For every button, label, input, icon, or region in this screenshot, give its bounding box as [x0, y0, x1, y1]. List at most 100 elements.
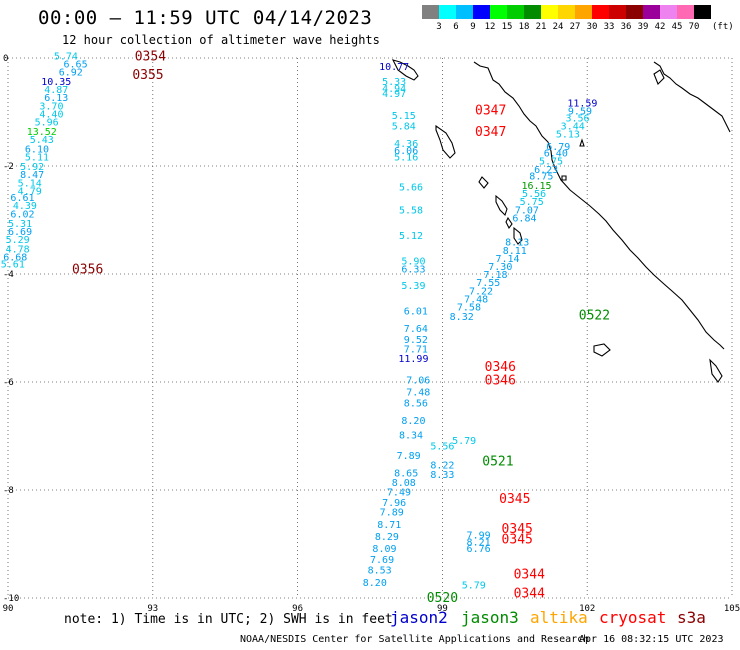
lat-tick-label: 0 [3, 54, 8, 64]
swh-value: 7.89 [397, 451, 421, 462]
swh-value: 7.18 [483, 270, 507, 281]
enggano-coastline [593, 343, 611, 357]
swh-value: 5.31 [8, 219, 32, 230]
swh-value: 5.79 [462, 581, 486, 592]
swh-value: 7.06 [406, 375, 430, 386]
swh-value: 8.11 [503, 246, 527, 257]
colorbar-label: 39 [637, 22, 649, 32]
swh-value: 11.99 [398, 354, 428, 365]
swh-points: 5.746.656.9210.354.876.133.704.405.9613.… [1, 51, 598, 591]
swh-value: 9.52 [404, 335, 428, 346]
note-text: note: 1) Time is in UTC; 2) SWH is in fe… [64, 612, 393, 627]
colorbar-swatch [609, 5, 626, 19]
swh-value: 6.68 [3, 253, 27, 264]
legend-s3a: s3a [677, 608, 706, 627]
swh-value: 5.61 [1, 259, 25, 270]
colorbar-swatch [694, 5, 711, 19]
swh-value: 6.40 [544, 149, 568, 160]
swh-value: 11.59 [567, 99, 597, 110]
swh-value: 7.71 [404, 344, 428, 355]
colorbar-unit: (ft) [712, 22, 734, 32]
swh-value: 5.16 [394, 153, 418, 164]
swh-value: 6.92 [59, 68, 83, 79]
sumatra-coastline [473, 61, 725, 350]
legend-cryosat: cryosat [599, 608, 667, 627]
pass-time-label: 0356 [72, 263, 103, 278]
swh-value: 6.10 [25, 145, 49, 156]
swh-value: 10.77 [379, 62, 409, 73]
swh-value: 5.90 [401, 257, 425, 268]
swh-value: 8.56 [404, 398, 428, 409]
swh-value: 3.70 [39, 101, 63, 112]
swh-value: 6.69 [8, 227, 32, 238]
swh-value: 5.29 [6, 235, 30, 246]
swh-value: 4.39 [13, 201, 37, 212]
grid-lines [7, 57, 733, 599]
pagai-coastline [513, 226, 523, 245]
colorbar-label: 70 [688, 22, 700, 32]
lat-tick-label: -6 [3, 378, 14, 388]
colorbar-swatch [677, 5, 694, 19]
colorbar-swatch [422, 5, 439, 19]
legend-jason3: jason3 [461, 608, 519, 627]
lat-tick-label: -8 [3, 486, 14, 496]
pass-time-label: 0345 [502, 533, 533, 548]
pass-time-label: 0520 [427, 591, 458, 606]
swh-value: 3.56 [565, 113, 589, 124]
swh-value: 5.39 [401, 281, 425, 292]
colorbar-swatch [439, 5, 456, 19]
nias-coastline [435, 124, 456, 159]
swh-value: 8.29 [375, 532, 399, 543]
swh-value: 7.48 [464, 294, 488, 305]
swh-value: 5.11 [25, 153, 49, 164]
swh-value: 6.13 [44, 93, 68, 104]
colorbar-swatch [541, 5, 558, 19]
colorbar-label: 21 [535, 22, 547, 32]
coastline [391, 59, 731, 383]
swh-value: 5.92 [20, 162, 44, 173]
swh-value: 8.71 [377, 520, 401, 531]
colorbar-label: 15 [501, 22, 513, 32]
swh-value: 8.65 [394, 469, 418, 480]
swh-value: 5.43 [30, 135, 54, 146]
swh-value: 7.58 [457, 302, 481, 313]
swh-value: 7.69 [370, 555, 394, 566]
swh-value: 5.14 [18, 178, 42, 189]
swh-value: 7.14 [496, 254, 520, 265]
swh-value: 4.87 [44, 85, 68, 96]
swh-value: 4.36 [394, 139, 418, 150]
swh-value: 7.89 [380, 508, 404, 519]
colorbar-swatch [626, 5, 643, 19]
swh-value: 5.96 [35, 118, 59, 129]
pass-time-label: 0354 [135, 49, 166, 64]
colorbar-label: 9 [470, 22, 476, 32]
pass-time-label: 0347 [475, 103, 506, 118]
colorbar-swatch [660, 5, 677, 19]
swh-value: 9.59 [568, 107, 592, 118]
colorbar-label: 18 [518, 22, 530, 32]
swh-value: 5.56 [430, 442, 454, 453]
swh-value: 5.66 [399, 182, 423, 193]
swh-value: 6.76 [467, 544, 491, 555]
swh-value: 7.48 [406, 388, 430, 399]
swh-value: 7.55 [476, 278, 500, 289]
footer-credit: NOAA/NESDIS Center for Satellite Applica… [240, 634, 590, 645]
legend-jason2: jason2 [390, 608, 448, 627]
colorbar-swatch [575, 5, 592, 19]
page-subtitle: 12 hour collection of altimeter wave hei… [62, 33, 380, 47]
swh-value: 8.21 [467, 537, 491, 548]
pass-time-label: 0347 [475, 125, 506, 140]
swh-value: 5.75 [539, 157, 563, 168]
colorbar-label: 36 [620, 22, 632, 32]
swh-value: 4.79 [18, 186, 42, 197]
swh-value: 5.74 [54, 51, 78, 62]
colorbar-label: 42 [654, 22, 666, 32]
swh-value: 6.06 [394, 146, 418, 157]
pass-time-label: 0346 [485, 373, 516, 388]
swh-value: 6.61 [10, 193, 34, 204]
swh-value: 5.15 [392, 111, 416, 122]
lon-tick-label: 105 [724, 604, 740, 614]
colorbar-swatch [456, 5, 473, 19]
